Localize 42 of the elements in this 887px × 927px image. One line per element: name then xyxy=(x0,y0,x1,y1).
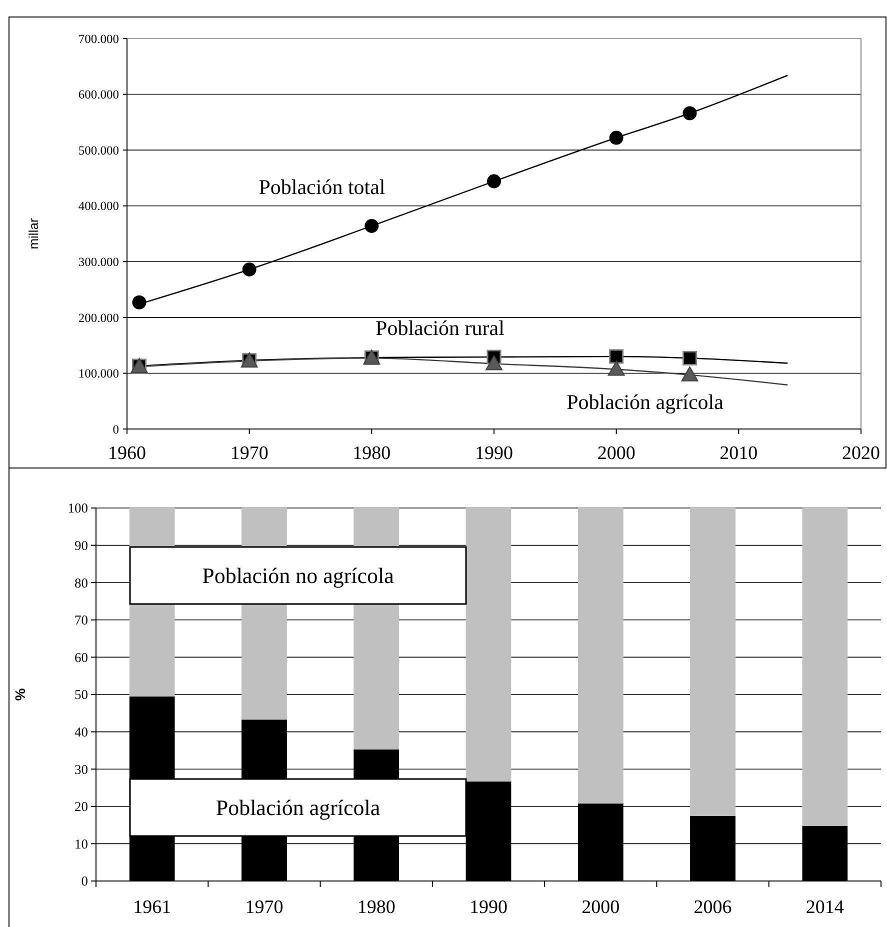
series-label: Población agrícola xyxy=(216,795,380,820)
series-label: Población no agrícola xyxy=(202,563,394,588)
name-box: Población agrícola xyxy=(129,778,467,837)
y-tick-label: 40 xyxy=(74,724,88,740)
y-tick-label: 500.000 xyxy=(78,143,119,158)
y-axis-title: millar xyxy=(26,218,41,250)
y-tick-label: 100 xyxy=(68,500,88,516)
x-tick-label: 2010 xyxy=(720,443,758,464)
y-tick-label: 60 xyxy=(74,650,88,665)
y-tick-label: 200.000 xyxy=(78,310,119,325)
series-label: Población rural xyxy=(376,316,505,340)
y-tick-label: 0 xyxy=(81,874,88,889)
y-tick-label: 700.000 xyxy=(78,32,119,46)
y-tick-label: 100.000 xyxy=(78,366,119,381)
y-tick-label: 600.000 xyxy=(78,88,119,102)
y-tick-label: 20 xyxy=(74,799,88,814)
y-axis-title: % xyxy=(12,688,28,701)
y-tick-label: 400.000 xyxy=(78,199,119,214)
y-tick-label: 0 xyxy=(112,422,119,436)
x-tick-label: 2014 xyxy=(806,897,844,918)
x-tick-label: 1960 xyxy=(108,443,146,464)
x-tick-label: 1980 xyxy=(357,897,396,918)
x-tick-label: 1990 xyxy=(470,897,508,918)
name-box: Población no agrícola xyxy=(129,546,467,605)
y-tick-label: 300.000 xyxy=(78,255,119,270)
y-tick-label: 80 xyxy=(74,575,88,590)
y-tick-label: 30 xyxy=(74,762,88,777)
x-tick-label: 2006 xyxy=(694,897,732,918)
x-tick-label: 1961 xyxy=(133,897,172,918)
y-tick-label: 70 xyxy=(74,612,88,628)
x-tick-label: 1970 xyxy=(245,897,284,918)
x-tick-label: 2000 xyxy=(597,443,636,464)
x-tick-label: 1990 xyxy=(475,443,513,464)
series-label: Población agrícola xyxy=(566,390,724,414)
y-tick-label: 10 xyxy=(74,836,88,852)
x-tick-label: 1980 xyxy=(352,443,391,464)
series-label: Población total xyxy=(258,175,386,199)
y-tick-label: 90 xyxy=(74,538,88,554)
y-tick-label: 50 xyxy=(74,687,88,702)
x-tick-label: 2020 xyxy=(842,443,880,464)
x-tick-label: 1970 xyxy=(230,443,268,464)
x-tick-label: 2000 xyxy=(582,897,620,918)
